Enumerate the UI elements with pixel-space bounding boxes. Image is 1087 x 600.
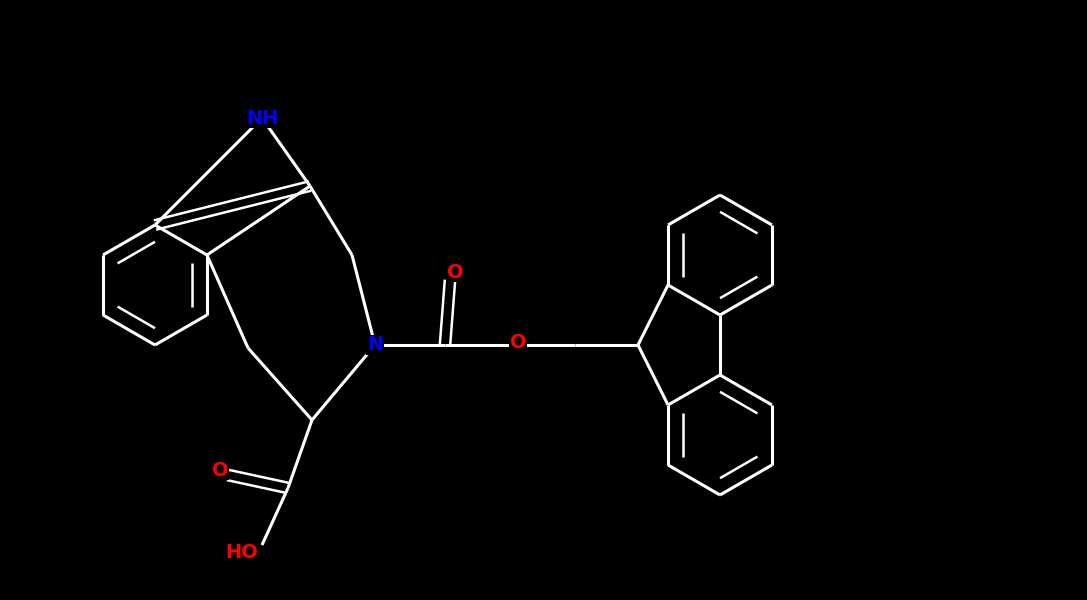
Text: HO: HO bbox=[226, 544, 259, 563]
Text: N: N bbox=[367, 335, 383, 355]
Text: NH: NH bbox=[246, 109, 278, 127]
Text: O: O bbox=[212, 461, 228, 479]
Text: O: O bbox=[510, 334, 526, 352]
Text: O: O bbox=[447, 263, 463, 281]
